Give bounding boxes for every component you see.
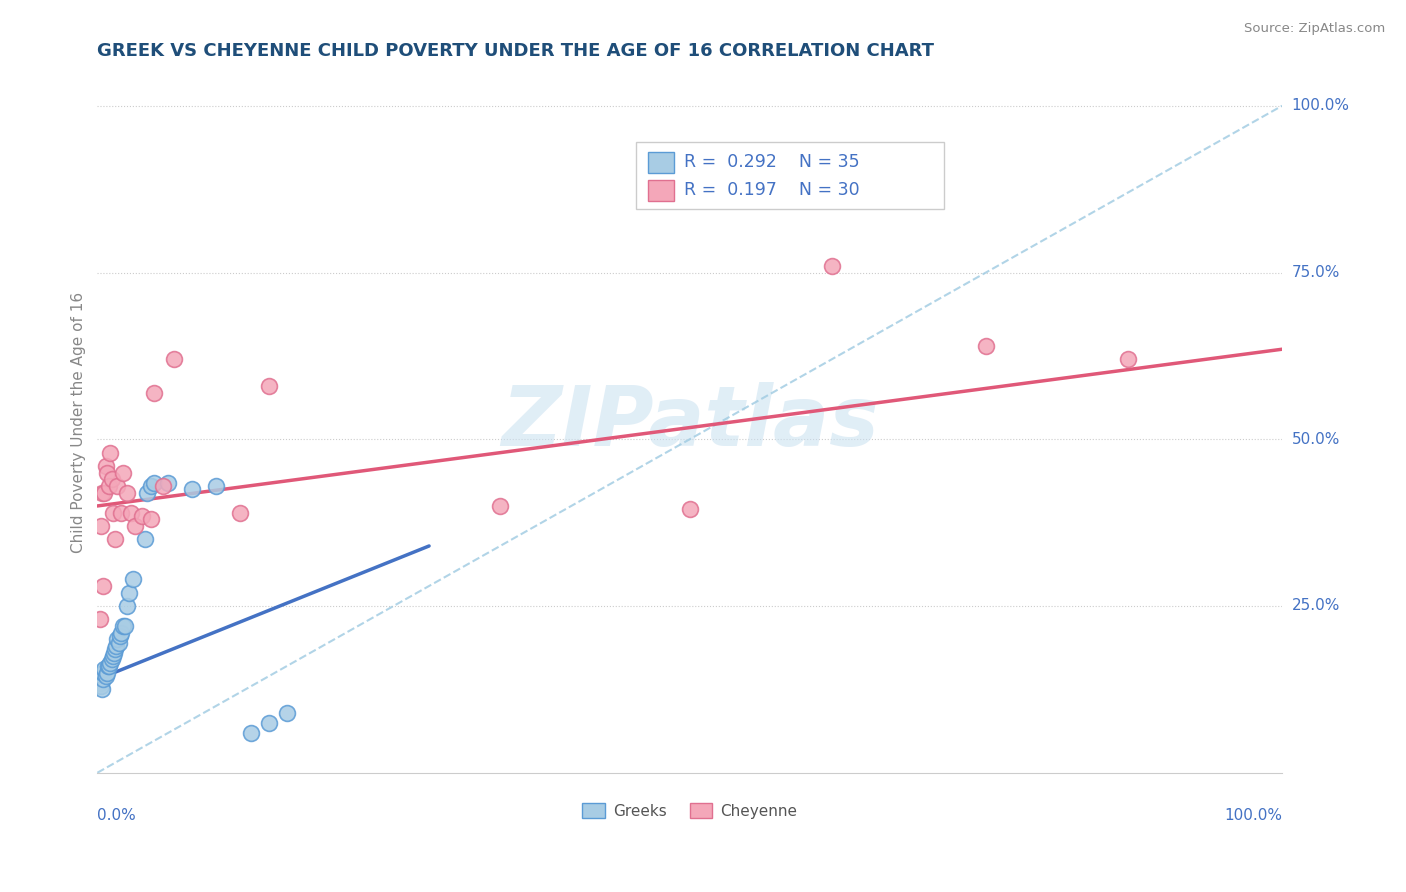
Point — [89, 675, 111, 690]
Point — [489, 499, 512, 513]
Point — [118, 585, 141, 599]
Text: 25.0%: 25.0% — [1292, 599, 1340, 614]
Point — [89, 612, 111, 626]
Point — [107, 479, 129, 493]
Point — [143, 385, 166, 400]
Point — [114, 619, 136, 633]
Text: 100.0%: 100.0% — [1225, 808, 1282, 822]
Point — [97, 659, 120, 673]
Point — [163, 352, 186, 367]
Point — [115, 599, 138, 613]
Point — [104, 533, 127, 547]
Point — [124, 519, 146, 533]
Point — [205, 479, 228, 493]
Point — [257, 379, 280, 393]
Point — [103, 646, 125, 660]
Point — [152, 479, 174, 493]
Point — [181, 483, 204, 497]
Point — [122, 572, 145, 586]
Point — [108, 629, 131, 643]
FancyBboxPatch shape — [648, 179, 675, 201]
Point — [90, 519, 112, 533]
Point — [257, 715, 280, 730]
Point — [91, 485, 114, 500]
Y-axis label: Child Poverty Under the Age of 16: Child Poverty Under the Age of 16 — [72, 292, 86, 553]
Point — [107, 635, 129, 649]
Point — [679, 502, 702, 516]
Text: ZIPatlas: ZIPatlas — [501, 382, 879, 463]
Point — [821, 259, 844, 273]
Text: 50.0%: 50.0% — [1292, 432, 1340, 447]
Point — [91, 682, 114, 697]
Point — [107, 632, 129, 647]
Point — [94, 669, 117, 683]
Point — [100, 472, 122, 486]
Point — [974, 339, 997, 353]
Point — [96, 665, 118, 680]
Point — [98, 659, 121, 673]
Point — [276, 706, 298, 720]
Text: Source: ZipAtlas.com: Source: ZipAtlas.com — [1244, 22, 1385, 36]
Point — [131, 508, 153, 523]
Point — [98, 479, 121, 493]
FancyBboxPatch shape — [648, 152, 675, 172]
Point — [228, 506, 250, 520]
Point — [105, 639, 128, 653]
Point — [110, 625, 132, 640]
Point — [157, 475, 180, 490]
Point — [91, 665, 114, 680]
Point — [104, 642, 127, 657]
Point — [120, 506, 142, 520]
Point — [91, 673, 114, 687]
Legend: Greeks, Cheyenne: Greeks, Cheyenne — [576, 797, 803, 824]
Text: GREEK VS CHEYENNE CHILD POVERTY UNDER THE AGE OF 16 CORRELATION CHART: GREEK VS CHEYENNE CHILD POVERTY UNDER TH… — [97, 42, 935, 60]
Text: R =  0.292    N = 35: R = 0.292 N = 35 — [683, 153, 859, 171]
Point — [90, 679, 112, 693]
Point — [100, 445, 122, 459]
Point — [110, 506, 132, 520]
Point — [1116, 352, 1139, 367]
Point — [100, 652, 122, 666]
Point — [143, 475, 166, 490]
Point — [101, 506, 124, 520]
Point — [91, 579, 114, 593]
Point — [136, 485, 159, 500]
Point — [94, 458, 117, 473]
Text: 100.0%: 100.0% — [1292, 98, 1350, 113]
Point — [96, 466, 118, 480]
Text: 0.0%: 0.0% — [97, 808, 136, 822]
Point — [134, 533, 156, 547]
Point — [93, 662, 115, 676]
Point — [101, 648, 124, 663]
Point — [139, 479, 162, 493]
Text: 75.0%: 75.0% — [1292, 265, 1340, 280]
Point — [100, 656, 122, 670]
Point — [139, 512, 162, 526]
Point — [112, 619, 135, 633]
Text: R =  0.197    N = 30: R = 0.197 N = 30 — [683, 181, 859, 199]
Point — [115, 485, 138, 500]
Point — [93, 485, 115, 500]
Point — [112, 466, 135, 480]
FancyBboxPatch shape — [637, 143, 945, 209]
Point — [240, 725, 263, 739]
